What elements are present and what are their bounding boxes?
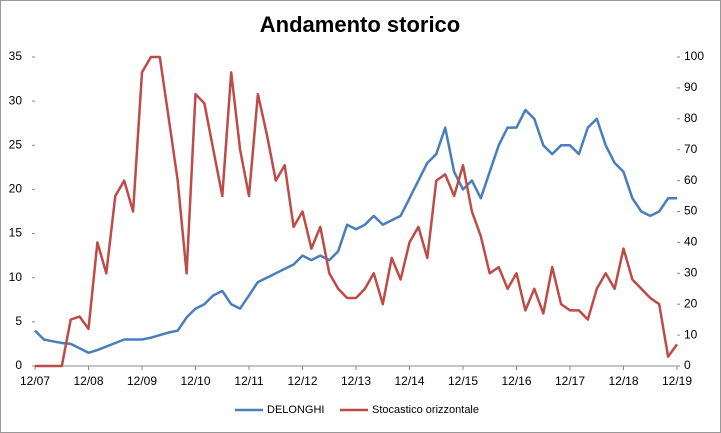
legend-label: Stocastico orizzontale [372, 404, 479, 416]
y2-tick-label: 30 [684, 265, 698, 279]
y2-tick-label: 70 [684, 142, 698, 156]
y-tick-label: 5 [15, 314, 22, 328]
x-tick-label: 12/17 [555, 374, 585, 388]
y2-tick-label: 10 [684, 327, 698, 341]
x-tick-label: 12/10 [180, 374, 210, 388]
y-tick-label: 20 [9, 182, 23, 196]
x-tick-label: 12/16 [501, 374, 531, 388]
y-tick-label: 15 [9, 226, 23, 240]
y-tick-label: 0 [15, 358, 22, 372]
x-tick-label: 12/15 [448, 374, 478, 388]
x-tick-label: 12/14 [394, 374, 424, 388]
y2-tick-label: 90 [684, 80, 698, 94]
x-tick-label: 12/18 [608, 374, 638, 388]
y-tick-label: 30 [9, 93, 23, 107]
y2-tick-label: 50 [684, 204, 698, 218]
x-tick-label: 12/19 [662, 374, 692, 388]
series-line [34, 108, 677, 355]
x-tick-label: 12/13 [341, 374, 371, 388]
y-tick-label: 10 [9, 270, 23, 284]
y2-tick-label: 20 [684, 296, 698, 310]
x-tick-label: 12/07 [20, 374, 50, 388]
y2-tick-label: 100 [684, 49, 704, 63]
y-tick-label: 25 [9, 137, 23, 151]
chart-title: Andamento storico [260, 12, 460, 37]
y-tick-label: 35 [9, 49, 23, 63]
legend-label: DELONGHI [267, 404, 324, 416]
x-tick-label: 12/11 [234, 374, 263, 388]
y2-tick-label: 60 [684, 173, 698, 187]
y2-tick-label: 80 [684, 111, 698, 125]
x-tick-label: 12/09 [127, 374, 157, 388]
series-line [35, 55, 679, 368]
y2-tick-label: 40 [684, 235, 698, 249]
x-tick-label: 12/08 [73, 374, 103, 388]
x-tick-label: 12/12 [287, 374, 317, 388]
y2-tick-label: 0 [684, 358, 691, 372]
